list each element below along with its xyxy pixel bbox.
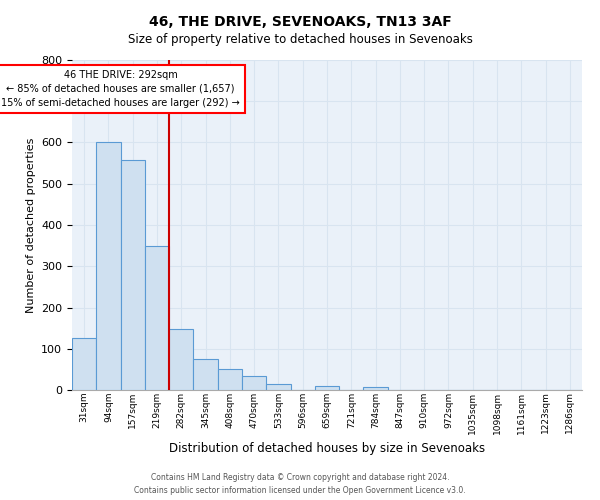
Bar	[169, 329, 193, 390]
Bar	[96, 142, 121, 390]
Text: Contains HM Land Registry data © Crown copyright and database right 2024.
Contai: Contains HM Land Registry data © Crown c…	[134, 474, 466, 495]
Text: 46 THE DRIVE: 292sqm
← 85% of detached houses are smaller (1,657)
15% of semi-de: 46 THE DRIVE: 292sqm ← 85% of detached h…	[1, 70, 240, 108]
Bar	[218, 370, 242, 390]
Y-axis label: Number of detached properties: Number of detached properties	[26, 138, 35, 312]
Bar	[193, 359, 218, 390]
Bar	[266, 384, 290, 390]
Bar	[364, 386, 388, 390]
X-axis label: Distribution of detached houses by size in Sevenoaks: Distribution of detached houses by size …	[169, 442, 485, 455]
Text: Size of property relative to detached houses in Sevenoaks: Size of property relative to detached ho…	[128, 32, 472, 46]
Bar	[72, 338, 96, 390]
Bar	[145, 246, 169, 390]
Bar	[242, 376, 266, 390]
Bar	[315, 386, 339, 390]
Text: 46, THE DRIVE, SEVENOAKS, TN13 3AF: 46, THE DRIVE, SEVENOAKS, TN13 3AF	[149, 15, 451, 29]
Bar	[121, 160, 145, 390]
